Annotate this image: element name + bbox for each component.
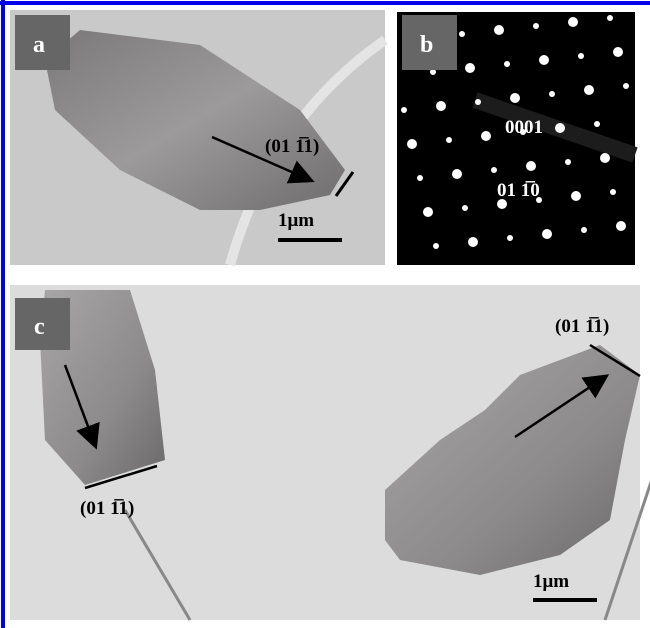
diffraction-spot bbox=[452, 169, 462, 179]
diffraction-spot bbox=[491, 167, 497, 173]
diffraction-spot bbox=[584, 85, 594, 95]
diffraction-spot bbox=[607, 15, 613, 21]
diffraction-spot bbox=[610, 189, 616, 195]
diffraction-spot bbox=[436, 101, 446, 111]
diffraction-spot bbox=[417, 175, 423, 181]
diffraction-spot bbox=[407, 139, 417, 149]
annotation: (01 1̅1) bbox=[265, 136, 319, 157]
panel-a: a (01 1̅1) 1μm bbox=[10, 10, 385, 265]
diffraction-spot bbox=[533, 23, 539, 29]
diffraction-spot bbox=[504, 61, 510, 67]
panel-c: c (01 1̅1) (01 1̅1) 1μm bbox=[10, 285, 650, 620]
diffraction-spot bbox=[465, 63, 475, 73]
diffraction-spot bbox=[568, 17, 578, 27]
scale-label: 1μm bbox=[278, 210, 314, 231]
diffraction-spot bbox=[462, 205, 468, 211]
diffraction-spot bbox=[613, 47, 623, 57]
diffraction-spot bbox=[475, 99, 481, 105]
annotation: (01 1̅1) bbox=[555, 316, 609, 337]
diffraction-spot bbox=[507, 235, 513, 241]
diffraction-spot bbox=[600, 153, 610, 163]
diffraction-spot bbox=[494, 25, 504, 35]
diffraction-spot bbox=[581, 227, 587, 233]
diffraction-spot bbox=[578, 53, 584, 59]
scale-label: 1μm bbox=[533, 571, 569, 592]
annotation: 0001 bbox=[505, 117, 543, 138]
diffraction-spot bbox=[401, 107, 407, 113]
diffraction-spot bbox=[555, 123, 565, 133]
annotation: 01 1̅0 bbox=[497, 180, 540, 201]
diffraction-spot bbox=[542, 229, 552, 239]
diffraction-spot bbox=[510, 93, 520, 103]
diffraction-spot bbox=[549, 91, 555, 97]
diffraction-spot bbox=[623, 83, 629, 89]
diffraction-spot bbox=[565, 159, 571, 165]
diffraction-spot bbox=[423, 207, 433, 217]
panel-label: c bbox=[34, 314, 45, 340]
diffraction-spot bbox=[526, 161, 536, 171]
figure: a (01 1̅1) 1μm b 0001 01 1̅0 c (01 1̅1) … bbox=[0, 0, 650, 628]
diffraction-spot bbox=[459, 31, 465, 37]
annotation: (01 1̅1) bbox=[80, 498, 134, 519]
panel-label: b bbox=[420, 32, 433, 58]
diffraction-spot bbox=[616, 221, 626, 231]
diffraction-spot bbox=[594, 121, 600, 127]
panel-b: b 0001 01 1̅0 bbox=[397, 12, 635, 265]
diffraction-spot bbox=[446, 137, 452, 143]
diffraction-spot bbox=[539, 55, 549, 65]
diffraction-spot bbox=[468, 237, 478, 247]
diffraction-spot bbox=[571, 191, 581, 201]
panel-label: a bbox=[33, 32, 45, 58]
diffraction-spot bbox=[481, 131, 491, 141]
diffraction-spot bbox=[433, 243, 439, 249]
